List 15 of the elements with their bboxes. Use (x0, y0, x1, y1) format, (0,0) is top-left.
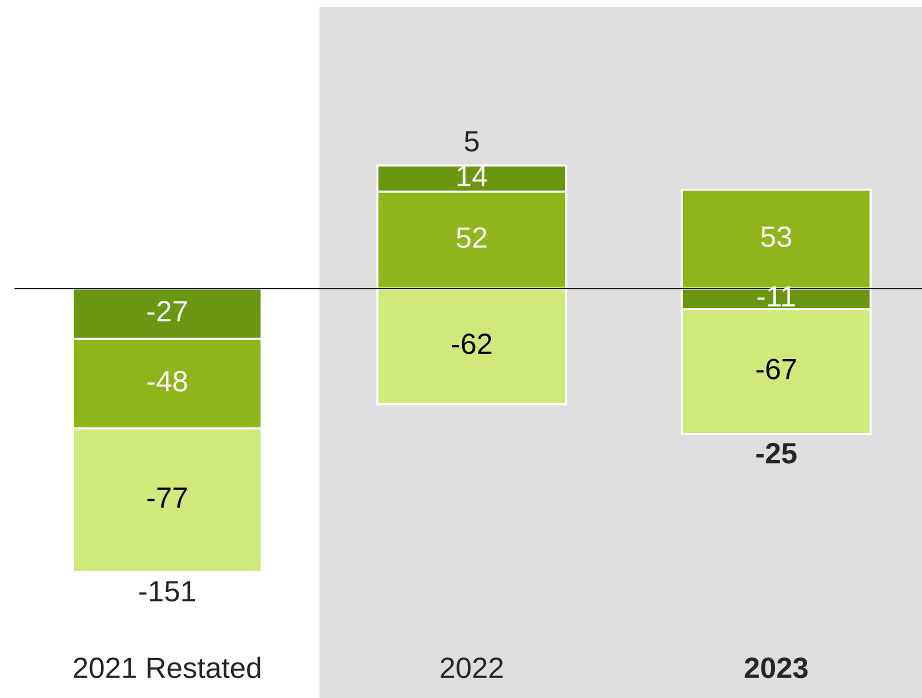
x-tick-label: 2022 (440, 658, 503, 678)
data-label: 52 (456, 227, 486, 248)
data-label: -77 (147, 488, 187, 508)
x-tick-label: 2021 Restated (74, 656, 260, 678)
total-label: -25 (756, 442, 797, 464)
x-tick-label: 2023 (744, 658, 808, 678)
data-label: -11 (758, 286, 795, 306)
data-label: 14 (458, 166, 488, 186)
data-label: -67 (756, 358, 796, 380)
data-label: -62 (452, 334, 492, 354)
total-label: 5 (464, 131, 479, 152)
data-label: -27 (147, 300, 187, 322)
total-label: -151 (139, 581, 195, 602)
data-label: -48 (147, 370, 188, 392)
data-label: 53 (761, 226, 792, 247)
